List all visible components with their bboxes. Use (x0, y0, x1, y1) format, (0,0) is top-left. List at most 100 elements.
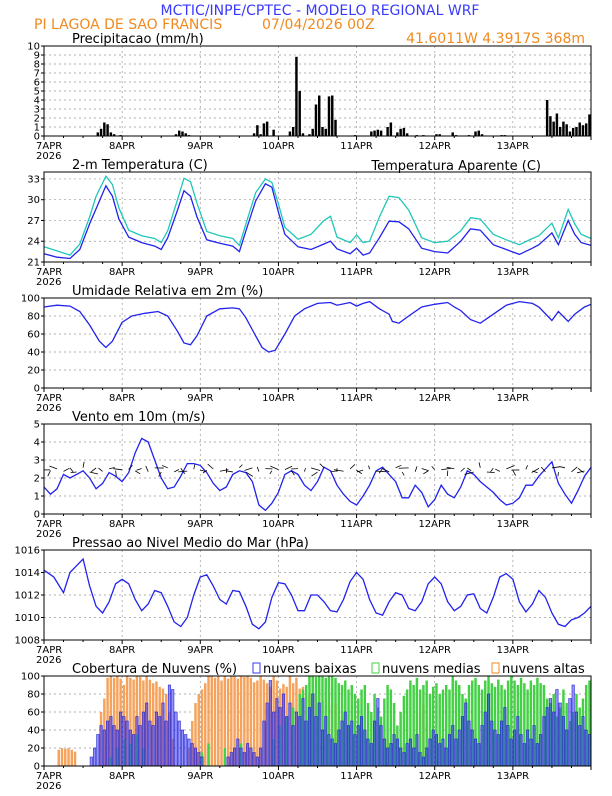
x-tick-label: 12APR (418, 645, 451, 656)
precip-bar (178, 131, 180, 136)
cloud-bar (58, 750, 60, 766)
precip-bar (256, 125, 258, 136)
x-tick-label: 12APR (418, 393, 451, 404)
cloud-bar (103, 730, 105, 766)
cloud-bar (435, 735, 437, 767)
cloud-bar (370, 744, 372, 767)
cloud-bar (155, 712, 157, 766)
cloud-bar (412, 748, 414, 766)
cloud-bar (344, 712, 346, 766)
cloud-bar (178, 721, 180, 766)
y-tick-label: 100 (21, 294, 40, 305)
header-datetime: 07/04/2026 00Z (262, 17, 375, 33)
panel-title: Pressao ao Nivel Medio do Mar (hPa) (72, 536, 309, 551)
wind-arrow (178, 471, 187, 472)
cloud-bar (188, 739, 190, 766)
wind-arrow (320, 464, 324, 468)
cloud-bar (491, 721, 493, 766)
cloud-bar (354, 735, 356, 767)
legend-label-1: nuvens baixas (263, 662, 357, 677)
cloud-bar (123, 717, 125, 767)
cloud-bar (357, 726, 359, 767)
precip-bar (451, 132, 453, 136)
cloud-bar (478, 744, 480, 767)
x-tick-label: 10APR (262, 393, 295, 404)
cloud-bar (328, 735, 330, 767)
cloud-bar (422, 685, 424, 766)
cloud-bar (295, 712, 297, 766)
series-line-0 (44, 438, 591, 510)
x-year-label: 2026 (36, 403, 61, 414)
wind-arrow (415, 466, 417, 471)
precip-bar (97, 132, 99, 136)
precip-bar (380, 131, 382, 136)
x-tick-label: 8APR (109, 393, 135, 404)
cloud-bar (145, 703, 147, 766)
wind-arrow (461, 468, 465, 471)
cloud-bar (556, 690, 558, 767)
cloud-bar (585, 730, 587, 766)
wind-arrow (311, 472, 317, 476)
wind-arrow (432, 466, 435, 469)
x-tick-label: 8APR (109, 645, 135, 656)
precip-bar (292, 127, 294, 136)
precip-bar (272, 130, 274, 136)
cloud-bar (318, 703, 320, 766)
cloud-bar (250, 748, 252, 766)
precip-bar (266, 122, 268, 136)
wind-arrow (350, 464, 355, 469)
y-tick-label: 80 (27, 312, 40, 323)
cloud-bar (497, 735, 499, 767)
x-tick-label: 13APR (497, 393, 530, 404)
plot-frame (44, 172, 591, 262)
cloud-bar (513, 730, 515, 766)
cloud-bar (533, 726, 535, 767)
wind-arrow (194, 464, 195, 469)
precip-bar (106, 124, 108, 136)
cloud-bar (539, 735, 541, 767)
cloud-bar (110, 717, 112, 767)
precip-bar (311, 129, 313, 136)
cloud-bar (116, 730, 118, 766)
x-tick-label: 13APR (497, 267, 530, 278)
wind-arrow (423, 471, 428, 474)
cloud-bar (468, 721, 470, 766)
x-tick-label: 9APR (187, 771, 213, 782)
cloud-bar (93, 748, 95, 766)
cloud-bar (185, 735, 187, 767)
cloud-bar (207, 744, 209, 767)
cloud-bar (419, 753, 421, 767)
cloud-bar (152, 726, 154, 767)
cloud-bar (289, 703, 291, 766)
cloud-bar (526, 730, 528, 766)
precip-bar (328, 96, 330, 136)
x-tick-label: 10APR (262, 519, 295, 530)
y-tick-label: 30 (27, 195, 40, 206)
panel-title: Precipitacao (mm/h) (72, 32, 204, 47)
wind-arrow (98, 468, 102, 471)
cloud-bar (383, 739, 385, 766)
cloud-bar (227, 757, 229, 766)
cloud-bar (429, 739, 431, 766)
cloud-bar (445, 748, 447, 766)
y-tick-label: 20 (27, 366, 40, 377)
precip-bar (321, 127, 323, 136)
precip-bar (403, 128, 405, 136)
x-tick-label: 12APR (418, 519, 451, 530)
y-tick-label: 20 (27, 744, 40, 755)
x-tick-label: 10APR (262, 141, 295, 152)
x-tick-label: 10APR (262, 645, 295, 656)
wind-arrow (571, 467, 577, 472)
cloud-bar (432, 730, 434, 766)
cloud-bar (315, 717, 317, 767)
cloud-bar (136, 717, 138, 767)
panel-title: 2-m Temperatura (C) (72, 158, 208, 173)
cloud-bar (396, 739, 398, 766)
cloud-bar (517, 717, 519, 767)
cloud-bar (367, 739, 369, 766)
cloud-bar (204, 683, 206, 766)
cloud-bar (552, 712, 554, 766)
x-tick-label: 8APR (109, 771, 135, 782)
